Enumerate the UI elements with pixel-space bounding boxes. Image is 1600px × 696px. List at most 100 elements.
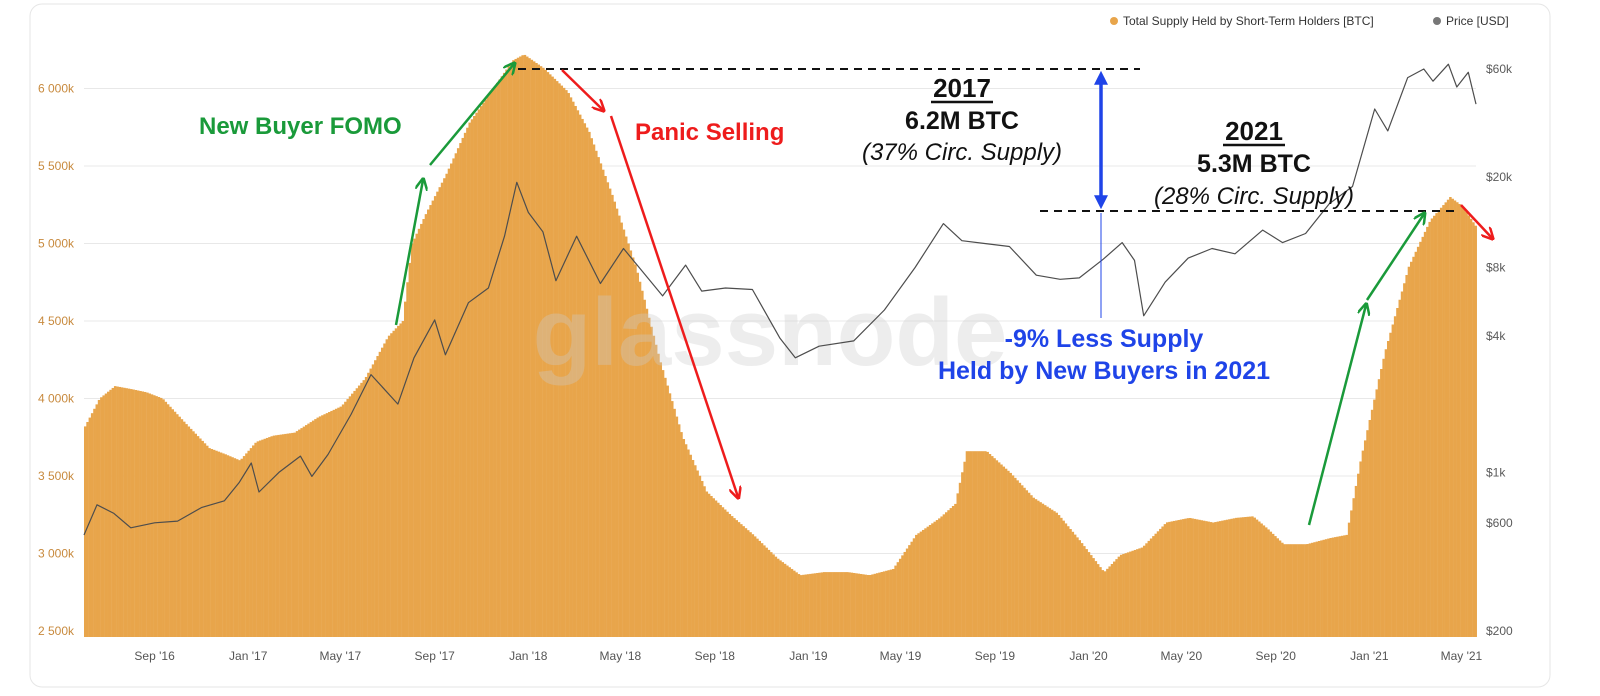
supply-bar — [956, 493, 959, 637]
supply-bar — [1458, 203, 1461, 638]
supply-bar — [473, 116, 476, 637]
supply-bar — [1000, 464, 1003, 637]
supply-bar — [286, 433, 290, 637]
supply-bar — [189, 428, 193, 637]
supply-bar — [599, 163, 603, 637]
supply-bar — [528, 58, 531, 638]
supply-bar — [217, 451, 221, 637]
left-axis-tick-label: 4 500k — [38, 314, 75, 328]
supply-bar — [1446, 199, 1450, 637]
right-axis-tick-label: $200 — [1486, 624, 1513, 638]
supply-bar — [1002, 466, 1006, 637]
x-axis-tick-label: May '21 — [1441, 649, 1483, 663]
supply-bar — [288, 433, 292, 637]
supply-bar — [176, 414, 179, 637]
supply-bar — [986, 451, 989, 637]
supply-bar — [627, 243, 630, 637]
legend: Total Supply Held by Short-Term Holders … — [1110, 14, 1509, 28]
supply-bar — [1359, 461, 1362, 637]
label-2021-pct: (28% Circ. Supply) — [1154, 183, 1354, 210]
supply-bar — [1099, 567, 1102, 637]
supply-bar — [374, 360, 377, 637]
supply-bar — [1384, 349, 1388, 637]
supply-bar — [1462, 208, 1466, 637]
supply-bar — [346, 399, 349, 637]
supply-bar — [1124, 553, 1128, 637]
supply-bar — [845, 572, 849, 637]
supply-bar — [281, 434, 285, 637]
supply-bar — [822, 572, 826, 637]
supply-bar — [109, 389, 112, 637]
supply-bar — [1179, 519, 1183, 637]
supply-bar — [171, 409, 174, 637]
supply-bar — [1108, 566, 1111, 637]
supply-bar — [924, 528, 927, 637]
supply-bar — [341, 404, 345, 637]
supply-bar — [380, 347, 384, 637]
supply-bar — [295, 431, 299, 637]
supply-bar — [965, 451, 969, 637]
supply-bar — [1343, 535, 1346, 637]
supply-bar — [233, 458, 237, 637]
fomo-arrow-upper — [429, 64, 514, 166]
supply-bar — [1078, 540, 1081, 637]
supply-bar — [542, 67, 545, 637]
supply-bar — [622, 229, 626, 638]
supply-bar — [928, 525, 932, 637]
supply-bar — [1366, 430, 1369, 637]
x-axis-tick-label: Sep '16 — [134, 649, 175, 663]
supply-bar — [793, 570, 796, 637]
supply-bar — [988, 454, 992, 637]
supply-bar — [779, 560, 782, 637]
supply-bar — [942, 514, 946, 637]
supply-bar — [318, 416, 322, 637]
supply-bar — [917, 533, 920, 637]
supply-bar — [829, 572, 833, 637]
supply-bar — [1292, 544, 1296, 637]
supply-bar — [369, 368, 372, 637]
supply-bar — [1241, 517, 1245, 637]
fomo-arrow-2021-upper — [1365, 214, 1424, 301]
supply-bar — [507, 66, 511, 638]
supply-bar — [772, 554, 775, 637]
supply-bar — [452, 158, 455, 637]
supply-bar — [875, 573, 879, 637]
supply-bar — [514, 58, 517, 637]
supply-bar — [1317, 541, 1321, 637]
supply-bar — [613, 201, 616, 637]
supply-bar — [334, 408, 338, 637]
supply-bar — [1449, 197, 1452, 637]
supply-bar — [1375, 389, 1378, 637]
supply-bar — [159, 397, 163, 637]
panic-arrow-long — [609, 115, 738, 497]
supply-bar — [1129, 551, 1132, 637]
supply-bar — [523, 54, 527, 637]
supply-bar — [247, 450, 250, 637]
supply-bar — [293, 432, 296, 637]
supply-bar — [1149, 538, 1153, 637]
x-axis: Sep '16 Jan '17 May '17 Sep '17 Jan '18 May '… — [134, 649, 1482, 663]
supply-bar — [1274, 536, 1277, 637]
supply-bar — [440, 182, 444, 637]
supply-bar — [843, 572, 847, 637]
supply-bar — [1327, 538, 1330, 637]
supply-bar — [240, 458, 244, 637]
supply-bar — [1262, 525, 1266, 637]
supply-bar — [1126, 552, 1130, 637]
supply-bar — [479, 106, 483, 638]
supply-bar — [1421, 236, 1425, 638]
supply-bar — [1403, 283, 1406, 637]
supply-bar — [643, 299, 646, 637]
supply-bar — [926, 526, 930, 637]
supply-bar — [330, 410, 333, 637]
label-2017-amount: 6.2M BTC — [905, 107, 1019, 135]
supply-bar — [935, 520, 939, 637]
supply-bar — [125, 388, 128, 637]
supply-bar — [1301, 544, 1305, 637]
supply-bar — [212, 449, 216, 637]
supply-bar — [1246, 516, 1250, 637]
supply-bar — [123, 387, 126, 637]
supply-bar — [210, 448, 214, 637]
supply-bar — [866, 574, 870, 637]
supply-bar — [1161, 526, 1164, 637]
